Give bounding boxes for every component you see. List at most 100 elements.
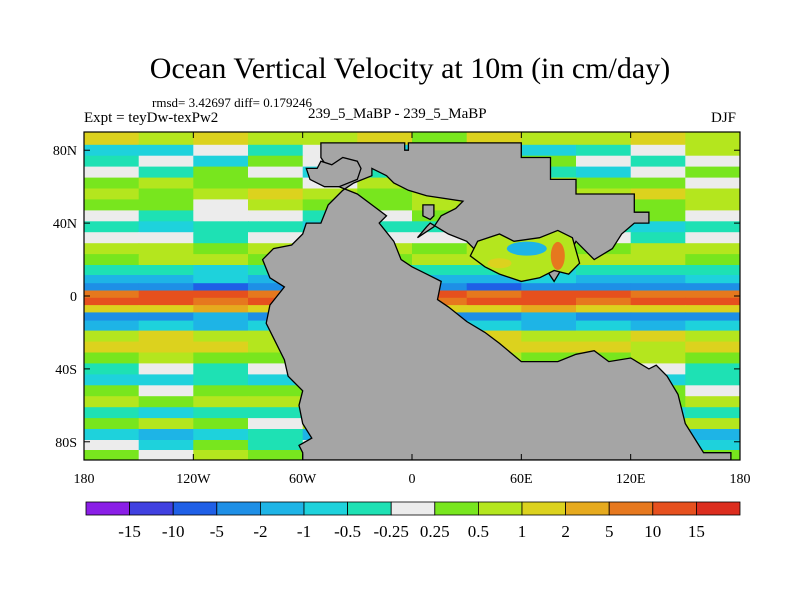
- field-cell: [193, 330, 249, 343]
- field-cell: [576, 305, 632, 313]
- colorbar-label: 1: [518, 522, 527, 541]
- y-tick-label: 80N: [53, 144, 77, 159]
- field-cell: [685, 275, 740, 284]
- field-cell: [685, 297, 740, 306]
- field-cell: [248, 188, 304, 200]
- land-mask: [261, 142, 732, 460]
- field-cell: [412, 132, 468, 146]
- field-cell: [248, 199, 304, 211]
- field-cell: [466, 132, 522, 146]
- experiment-difference-label: 239_5_MaBP - 239_5_MaBP: [308, 106, 487, 122]
- field-cell: [138, 243, 194, 255]
- field-cell: [138, 352, 194, 364]
- field-cell: [685, 330, 740, 343]
- field-cell: [521, 352, 577, 364]
- season-label: DJF: [711, 110, 737, 126]
- inland-sea-cell: [506, 241, 547, 256]
- colorbar-label: 2: [561, 522, 570, 541]
- field-cell: [138, 374, 194, 386]
- field-cell: [685, 166, 740, 179]
- field-cell: [248, 450, 304, 460]
- field-cell: [685, 407, 740, 419]
- field-cell: [630, 132, 686, 146]
- field-cell: [138, 418, 194, 430]
- field-cell: [630, 155, 686, 168]
- field-cell: [84, 440, 140, 451]
- field-cell: [138, 450, 194, 460]
- field-cell: [193, 243, 249, 255]
- inland-sea: [469, 229, 581, 283]
- field-cell: [685, 254, 740, 266]
- field-cell: [193, 254, 249, 266]
- field-cell: [685, 199, 740, 211]
- inland-sea-cell: [487, 258, 512, 269]
- field-cell: [193, 341, 249, 354]
- field-cell: [412, 232, 468, 244]
- field-cell: [248, 177, 304, 190]
- field-cell: [84, 385, 140, 397]
- field-cell: [685, 290, 740, 299]
- field-cell: [576, 341, 632, 354]
- field-cell: [138, 312, 194, 322]
- field-cell: [630, 275, 686, 284]
- field-cell: [357, 199, 413, 211]
- field-cell: [84, 243, 140, 255]
- colorbar-swatch: [565, 501, 610, 516]
- field-cell: [84, 232, 140, 244]
- field-cell: [248, 155, 304, 168]
- field-cell: [84, 320, 140, 332]
- colorbar-swatch: [303, 501, 348, 516]
- colorbar-swatch: [85, 501, 130, 516]
- field-cell: [630, 188, 686, 200]
- field-cell: [576, 312, 632, 322]
- field-cell: [466, 330, 522, 343]
- field-cell: [357, 221, 413, 233]
- field-cell: [521, 330, 577, 343]
- field-cell: [412, 290, 468, 299]
- field-cell: [84, 297, 140, 306]
- field-cell: [193, 177, 249, 190]
- field-cell: [193, 297, 249, 306]
- field-cell: [248, 210, 304, 222]
- x-tick-label: 60E: [510, 472, 533, 487]
- field-cell: [521, 341, 577, 354]
- field-cell: [576, 177, 632, 190]
- field-cell: [193, 155, 249, 168]
- field-cell: [193, 144, 249, 157]
- field-cell: [84, 290, 140, 299]
- field-cell: [685, 418, 740, 430]
- field-cell: [138, 297, 194, 306]
- field-cell: [521, 283, 577, 292]
- field-cell: [193, 199, 249, 211]
- field-cell: [630, 297, 686, 306]
- colorbar-label: -0.25: [373, 522, 408, 541]
- field-cell: [193, 312, 249, 322]
- field-cell: [685, 144, 740, 157]
- field-cell: [193, 232, 249, 244]
- field-cell: [576, 132, 632, 146]
- colorbar-label: -15: [118, 522, 141, 541]
- field-cell: [576, 254, 632, 266]
- x-tick-label: 180: [74, 472, 95, 487]
- field-cell: [193, 132, 249, 146]
- field-cell: [193, 363, 249, 375]
- colorbar-swatch: [477, 501, 523, 516]
- field-cell: [84, 254, 140, 266]
- field-cell: [248, 374, 304, 386]
- colorbar-swatch: [216, 501, 261, 516]
- field-cell: [84, 352, 140, 364]
- field-cell: [412, 254, 468, 266]
- field-cell: [466, 275, 522, 284]
- field-cell: [84, 305, 140, 313]
- field-cell: [193, 166, 249, 179]
- x-tick-label: 120W: [176, 472, 211, 487]
- field-cell: [576, 275, 632, 284]
- colorbar-label: -10: [162, 522, 185, 541]
- field-cell: [84, 199, 140, 211]
- field-cell: [193, 450, 249, 460]
- field-cell: [84, 132, 140, 146]
- field-cell: [138, 155, 194, 168]
- field-cell: [576, 330, 632, 343]
- field-cell: [138, 396, 194, 408]
- x-tick-label: 180: [730, 472, 751, 487]
